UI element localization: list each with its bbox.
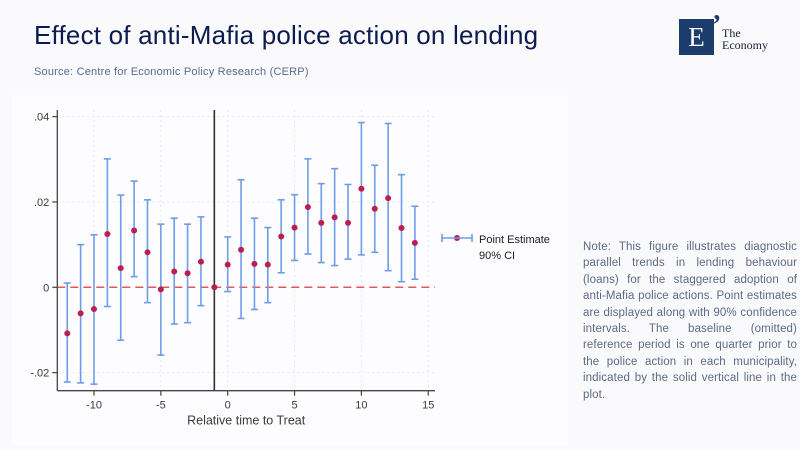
logo-letter-box: E xyxy=(679,19,714,55)
legend-label-ci: 90% CI xyxy=(479,250,516,262)
source-caption: Source: Centre for Economic Policy Resea… xyxy=(34,66,309,78)
legend-item-ci: 90% CI xyxy=(440,234,550,264)
svg-text:-.02: -.02 xyxy=(30,368,49,380)
svg-text:.04: .04 xyxy=(34,112,49,124)
logo-wordmark-line1: The xyxy=(722,26,741,40)
page-title: Effect of anti-Mafia police action on le… xyxy=(34,20,539,50)
svg-text:5: 5 xyxy=(291,400,297,412)
logo-wordmark-line2: Economy xyxy=(722,38,768,52)
svg-text:.02: .02 xyxy=(34,197,49,209)
event-study-chart: .04 .02 0 -.02 -10 -5 0 5 10 15 Relative time to T… xyxy=(12,95,568,445)
figure-note: Note: This figure illustrates diagnostic… xyxy=(583,241,797,401)
chart-canvas: .04 .02 0 -.02 -10 -5 0 5 10 15 Relative time to T… xyxy=(30,110,435,428)
svg-text:0: 0 xyxy=(43,282,49,294)
svg-text:0: 0 xyxy=(225,400,231,412)
legend-label-point-estimate: Point Estimate xyxy=(479,234,550,246)
logo-wordmark: The Economy xyxy=(722,27,768,51)
svg-text:-10: -10 xyxy=(86,400,102,412)
svg-text:Relative time to Treat: Relative time to Treat xyxy=(187,414,306,428)
chart-legend: Point Estimate 90% CI xyxy=(440,232,550,264)
svg-text:10: 10 xyxy=(355,400,367,412)
the-economy-logo: E ’ The Economy xyxy=(679,12,794,59)
svg-text:15: 15 xyxy=(422,400,434,412)
logo-apostrophe-mark: ’ xyxy=(712,10,722,41)
svg-text:-5: -5 xyxy=(156,400,166,412)
logo-letter: E xyxy=(688,21,705,52)
